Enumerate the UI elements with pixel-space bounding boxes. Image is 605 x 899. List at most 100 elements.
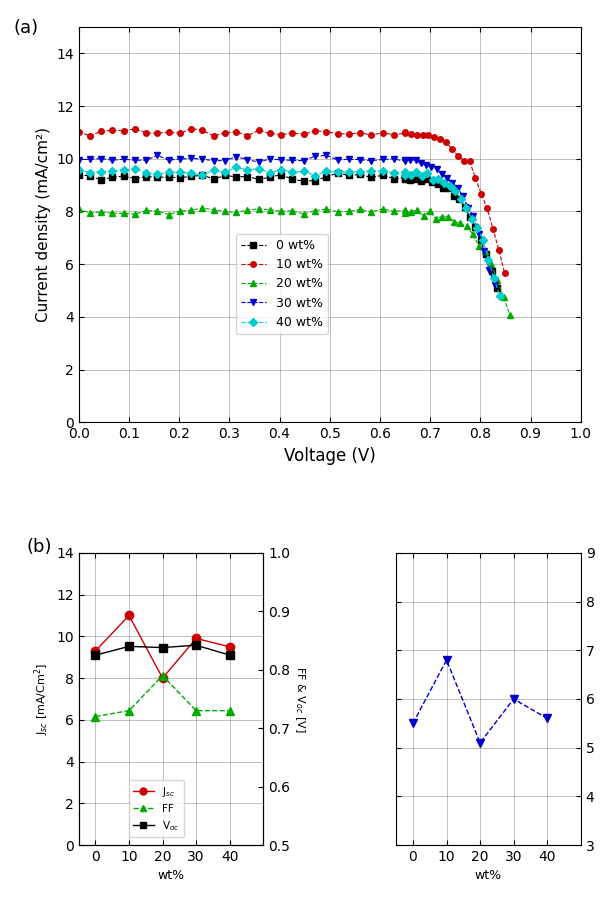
30 wt% (97, 153, 105, 164)
Line: 20 wt%: 20 wt% (76, 205, 512, 317)
Y-axis label: Efficiency [%]: Efficiency [%] (604, 661, 605, 737)
FF (159, 670, 166, 681)
0 wt% (300, 175, 307, 186)
40 wt% (232, 162, 240, 173)
20 wt% (494, 275, 501, 286)
0 wt% (289, 174, 296, 185)
30 wt% (390, 154, 397, 165)
Y-axis label: J$_{sc}$ [mA/Cm$^2$]: J$_{sc}$ [mA/Cm$^2$] (32, 663, 51, 735)
40 wt% (300, 165, 307, 176)
30 wt% (165, 155, 172, 165)
30 wt% (465, 202, 472, 213)
0 wt% (434, 179, 441, 190)
30 wt% (454, 182, 462, 193)
10 wt% (278, 129, 285, 140)
10 wt% (97, 126, 105, 137)
30 wt% (154, 150, 161, 161)
30 wt% (322, 150, 330, 161)
0 wt% (356, 169, 364, 180)
20 wt% (199, 202, 206, 213)
10 wt% (188, 123, 195, 134)
10 wt% (466, 156, 473, 166)
10 wt% (131, 123, 139, 134)
40 wt% (402, 169, 409, 180)
30 wt% (470, 210, 477, 221)
40 wt% (390, 167, 397, 178)
10 wt% (221, 128, 229, 138)
FF (226, 705, 234, 716)
40 wt% (75, 165, 82, 175)
0 wt% (407, 174, 414, 185)
0 wt% (461, 202, 468, 213)
30 wt% (300, 156, 307, 166)
0 wt% (417, 176, 425, 187)
10 wt% (322, 127, 330, 138)
20 wt% (266, 204, 273, 215)
40 wt% (474, 222, 481, 233)
20 wt% (232, 207, 240, 218)
V$_{oc}$ (92, 650, 99, 661)
20 wt% (165, 209, 172, 220)
10 wt% (448, 144, 456, 155)
20 wt% (87, 208, 94, 218)
40 wt% (97, 166, 105, 177)
10 wt% (345, 129, 352, 139)
30 wt% (407, 155, 414, 165)
30 wt% (368, 156, 375, 166)
20 wt% (289, 205, 296, 216)
30 wt% (312, 151, 319, 162)
30 wt% (480, 245, 488, 256)
30 wt% (486, 264, 493, 275)
0 wt% (466, 212, 474, 223)
10 wt% (413, 129, 420, 140)
0 wt% (368, 172, 375, 182)
30 wt% (379, 154, 386, 165)
10 wt% (407, 129, 414, 140)
30 wt% (143, 155, 150, 165)
30 wt% (75, 154, 82, 165)
40 wt% (210, 165, 217, 175)
10 wt% (244, 130, 251, 141)
10 wt% (425, 129, 432, 140)
20 wt% (457, 218, 464, 229)
10 wt% (442, 137, 450, 147)
0 wt% (488, 266, 495, 277)
Y-axis label: FF & V$_{oc}$ [V]: FF & V$_{oc}$ [V] (293, 665, 307, 733)
40 wt% (176, 167, 183, 178)
20 wt% (221, 206, 229, 217)
20 wt% (312, 205, 319, 216)
0 wt% (87, 171, 94, 182)
20 wt% (322, 204, 330, 215)
40 wt% (143, 167, 150, 178)
30 wt% (412, 155, 419, 165)
X-axis label: Voltage (V): Voltage (V) (284, 447, 376, 465)
Y-axis label: Current density (mA/cm²): Current density (mA/cm²) (36, 127, 51, 322)
10 wt% (402, 127, 409, 138)
40 wt% (468, 214, 476, 225)
0 wt% (423, 174, 430, 184)
10 wt% (232, 126, 240, 137)
10 wt% (120, 125, 127, 136)
10 wt% (460, 156, 467, 166)
30 wt% (109, 155, 116, 165)
10 wt% (489, 224, 497, 235)
40 wt% (289, 166, 296, 177)
10 wt% (255, 125, 263, 136)
0 wt% (165, 172, 172, 182)
40 wt% (345, 167, 352, 178)
30 wt% (345, 154, 352, 165)
0 wt% (472, 222, 479, 233)
20 wt% (451, 217, 458, 227)
10 wt% (379, 128, 386, 138)
40 wt% (312, 170, 319, 181)
40 wt% (424, 167, 431, 178)
20 wt% (154, 206, 161, 217)
30 wt% (417, 158, 425, 169)
FF (125, 705, 132, 716)
40 wt% (418, 171, 425, 182)
30 wt% (120, 154, 127, 165)
10 wt% (501, 268, 508, 279)
Legend: J$_{sc}$, FF, V$_{oc}$: J$_{sc}$, FF, V$_{oc}$ (129, 780, 184, 837)
Line: V$_{oc}$: V$_{oc}$ (91, 641, 234, 659)
40 wt% (491, 272, 498, 283)
